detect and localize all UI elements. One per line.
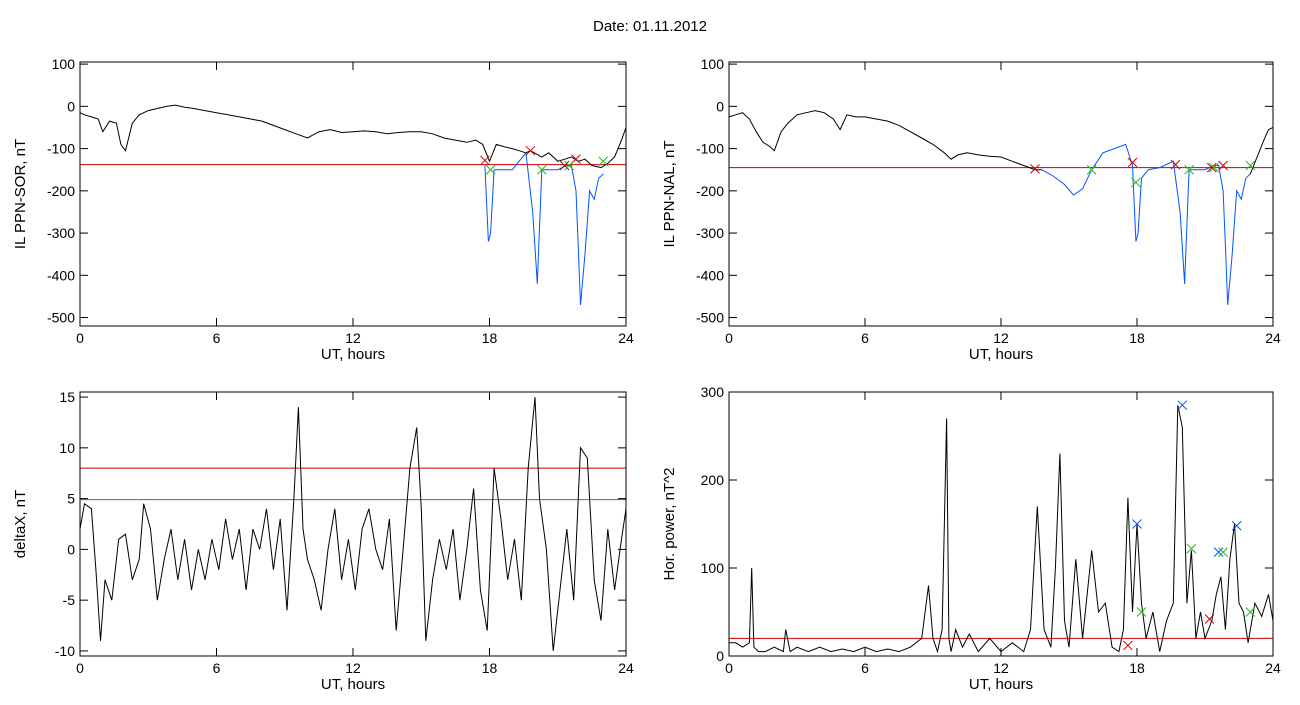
marker-2-3: [564, 160, 574, 171]
y-tick-label: 0: [716, 98, 724, 114]
y-axis-label: IL PPN-NAL, nT: [661, 141, 678, 248]
marker-1-1: [1123, 640, 1133, 651]
series-line-2: [1041, 143, 1251, 305]
marker-1-3: [1170, 159, 1181, 170]
y-axis-label: IL PPN-SOR, nT: [12, 139, 29, 249]
x-tick-label: 6: [861, 660, 869, 676]
marker-2-4: [1209, 162, 1219, 173]
marker-2-3: [1213, 547, 1224, 558]
marker-2-2: [536, 164, 547, 175]
series-line-1: [729, 110, 1042, 171]
marker-2-3: [1184, 164, 1194, 175]
marker-2-5: [1245, 160, 1256, 171]
y-tick-label: -5: [63, 592, 76, 608]
marker-1-4: [1206, 162, 1217, 173]
x-tick-label: 12: [345, 660, 361, 676]
y-tick-label: -100: [696, 141, 724, 157]
x-axis-label: UT, hours: [969, 346, 1033, 363]
x-axis-label: UT, hours: [321, 676, 385, 693]
y-tick-label: 5: [67, 491, 75, 507]
y-tick-label: 100: [701, 560, 725, 576]
x-tick-label: 12: [993, 330, 1009, 346]
y-axis-label: Hor. power, nT^2: [661, 468, 678, 581]
x-tick-label: 12: [345, 330, 361, 346]
x-tick-label: 0: [725, 660, 733, 676]
y-tick-label: -500: [696, 310, 724, 326]
x-tick-label: 24: [1265, 330, 1281, 346]
x-tick-label: 24: [618, 330, 634, 346]
y-tick-label: -100: [47, 141, 75, 157]
y-tick-label: 100: [52, 56, 76, 72]
x-tick-label: 18: [482, 660, 498, 676]
y-axis-label: deltaX, nT: [12, 490, 29, 558]
y-tick-label: 300: [701, 384, 725, 400]
plot-frame: [79, 61, 627, 327]
plot-frame: [79, 391, 627, 657]
marker-1-2: [1127, 157, 1138, 168]
marker-1-2: [1204, 614, 1215, 624]
marker-2-2: [1131, 177, 1141, 188]
y-tick-label: 0: [67, 541, 75, 557]
marker-1-5: [1218, 160, 1228, 171]
marker-2-1: [1132, 519, 1142, 529]
series-line-2: [484, 151, 604, 305]
x-tick-label: 18: [1129, 330, 1145, 346]
x-axis-label: UT, hours: [321, 346, 385, 363]
chart-2: 0 6 12 18 24 100 0 -100 -200 -300 -400 -500 UT, hour…: [661, 56, 1281, 363]
plot-frame: [728, 61, 1274, 327]
marker-2-4: [1231, 520, 1242, 531]
marker-2-4: [598, 156, 609, 167]
marker-1-1: [480, 155, 490, 166]
plot-frame: [728, 391, 1274, 657]
y-tick-label: 15: [59, 389, 75, 405]
x-axis-label: UT, hours: [969, 676, 1033, 693]
y-tick-label: -500: [47, 310, 75, 326]
series-line-3: [1249, 127, 1273, 175]
x-tick-label: 6: [213, 330, 221, 346]
x-tick-label: 24: [1265, 660, 1281, 676]
marker-1-3: [559, 160, 570, 171]
marker-2-2: [1177, 400, 1188, 411]
x-tick-label: 0: [725, 330, 733, 346]
marker-1-2: [525, 145, 536, 156]
marker-3-4: [1245, 607, 1256, 617]
chart-4: 0 6 12 18 24 0 100 200 300 UT, hours Hor. power, n…: [661, 384, 1281, 693]
y-tick-label: -300: [47, 225, 75, 241]
marker-2-1: [1086, 164, 1097, 175]
x-tick-label: 12: [993, 660, 1009, 676]
x-tick-label: 24: [618, 660, 634, 676]
series-line-1: [729, 405, 1273, 654]
y-tick-label: -400: [696, 267, 724, 283]
y-tick-label: 200: [701, 472, 725, 488]
y-tick-label: 100: [701, 56, 725, 72]
marker-3-1: [1136, 607, 1147, 617]
series-line-1: [80, 104, 626, 169]
marker-2-1: [485, 164, 496, 175]
y-tick-label: -200: [696, 183, 724, 199]
x-tick-label: 6: [213, 660, 221, 676]
marker-3-2: [1186, 543, 1197, 554]
y-tick-label: 0: [716, 648, 724, 664]
marker-1-1: [1030, 164, 1040, 174]
chart-3: 0 6 12 18 24 15 10 5 0 -5 -10 UT, hours deltaX, nT: [12, 389, 634, 693]
y-tick-label: -400: [47, 267, 75, 283]
series-line-1: [80, 397, 626, 651]
chart-1: 0 6 12 18 24 100 0 -100 -200 -300 -400 -500 UT, hour…: [12, 56, 634, 363]
y-tick-label: -200: [47, 183, 75, 199]
y-tick-label: 0: [67, 98, 75, 114]
x-tick-label: 6: [861, 330, 869, 346]
x-tick-label: 18: [1129, 660, 1145, 676]
x-tick-label: 18: [482, 330, 498, 346]
x-tick-label: 0: [76, 330, 84, 346]
x-tick-label: 0: [76, 660, 84, 676]
y-tick-label: -10: [55, 643, 75, 659]
y-tick-label: -300: [696, 225, 724, 241]
figure-title: Date: 01.11.2012: [593, 18, 707, 35]
y-tick-label: 10: [59, 440, 75, 456]
marker-3-3: [1218, 547, 1228, 558]
